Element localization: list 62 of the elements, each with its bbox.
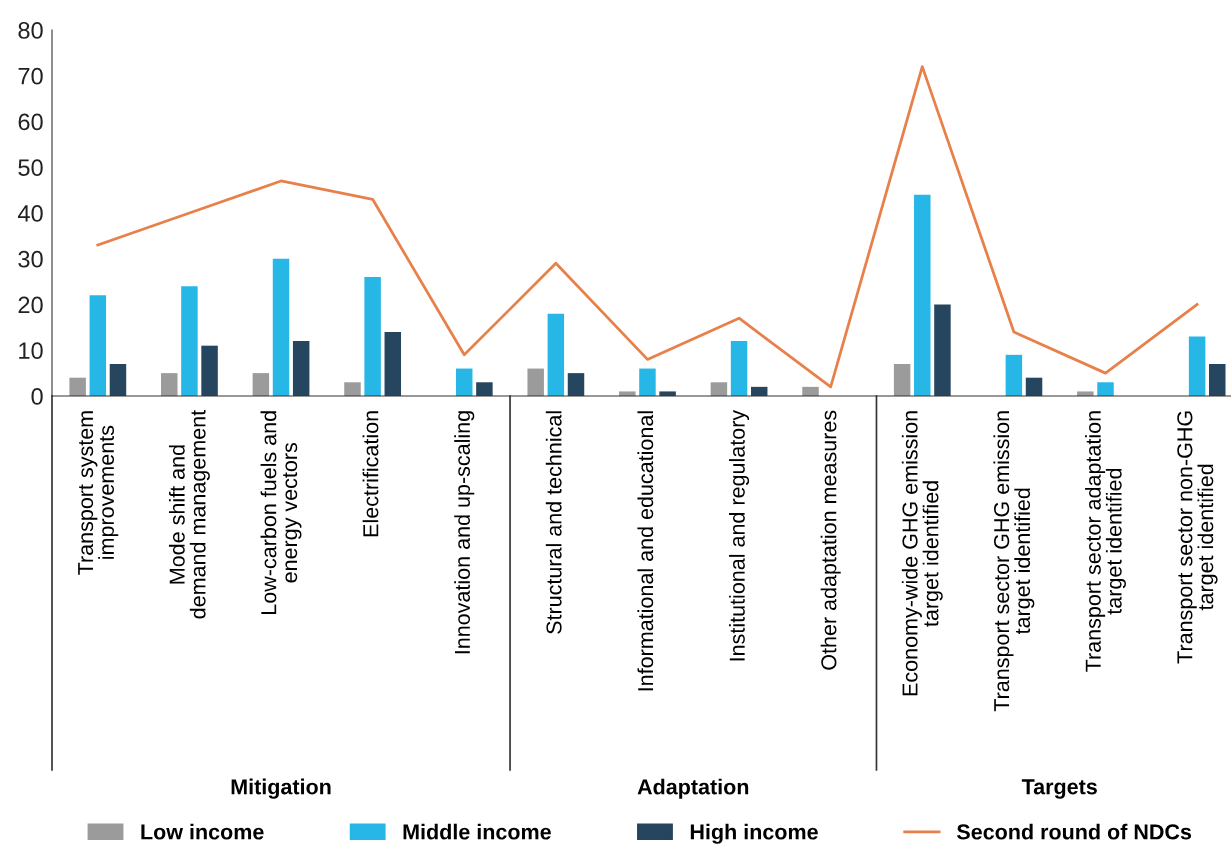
bar — [710, 382, 728, 396]
bar — [476, 382, 493, 396]
x-tick-label: Economy-wide GHG emission target identified — [901, 411, 943, 696]
bar — [69, 377, 86, 396]
x-tick-label: Mode shift and demand management — [168, 410, 210, 619]
x-tick-label: Institutional and regulatory — [729, 409, 750, 661]
bar — [161, 373, 178, 396]
text: Targets — [1021, 779, 1097, 799]
bar — [292, 341, 310, 396]
bar — [109, 363, 127, 396]
bar — [730, 341, 748, 396]
y-tick-label: 10 — [19, 342, 43, 360]
y-tick-label: 50 — [18, 159, 43, 177]
x-tick-label: Informational and educational — [637, 411, 654, 691]
y-tick-label: 0 — [31, 388, 43, 405]
bar — [455, 368, 473, 396]
y-tick-label: 20 — [18, 296, 43, 314]
legend-label: Middle income — [403, 823, 551, 840]
bar — [201, 345, 218, 396]
bar — [181, 286, 198, 396]
legend-label: Second round of NDCs — [956, 823, 1192, 840]
bar — [619, 391, 636, 396]
text: Mitigation — [231, 778, 331, 799]
y-tick-label: 70 — [18, 67, 43, 85]
x-tick-label: Transport sector non-GHG target identified — [1177, 411, 1218, 664]
bar — [252, 373, 270, 396]
bar — [567, 373, 585, 396]
text: Adaptation — [637, 778, 749, 799]
bar — [364, 277, 381, 396]
legend-label: High income — [690, 823, 818, 844]
bar — [934, 304, 951, 396]
bar — [802, 386, 819, 396]
y-tick-label: 40 — [17, 205, 43, 222]
x-tick-label: Structural and technical — [545, 411, 562, 634]
legend-label: Low income — [141, 823, 264, 840]
bar — [1025, 377, 1043, 396]
line-series — [96, 65, 1199, 389]
bar — [1005, 354, 1023, 396]
bar — [659, 391, 676, 396]
bar — [384, 331, 402, 396]
bar — [639, 368, 656, 396]
x-tick-label: Other adaptation measures — [820, 410, 841, 670]
bar — [1097, 382, 1114, 396]
bar — [547, 313, 565, 396]
x-tick-label: Transport system improvements — [78, 411, 119, 575]
bar — [1209, 363, 1226, 396]
y-tick-label: 60 — [18, 113, 43, 131]
bar — [272, 258, 290, 396]
y-tick-label: 80 — [18, 22, 43, 39]
x-tick-label: Innovation and up-scaling — [454, 411, 475, 654]
bar — [893, 363, 911, 396]
x-tick-label: Low-carbon fuels and energy vectors — [260, 411, 302, 614]
bar — [914, 194, 931, 396]
bar — [527, 368, 544, 396]
y-tick-label: 30 — [18, 250, 43, 268]
x-tick-label: Transport sector GHG emission target identified — [993, 411, 1035, 712]
x-tick-label: Electrification — [362, 411, 379, 537]
bar — [344, 382, 361, 396]
bar — [1077, 391, 1094, 396]
bar — [1188, 336, 1206, 396]
bar — [89, 295, 107, 396]
x-tick-label: Transport sector adaptation target identified — [1085, 411, 1126, 672]
